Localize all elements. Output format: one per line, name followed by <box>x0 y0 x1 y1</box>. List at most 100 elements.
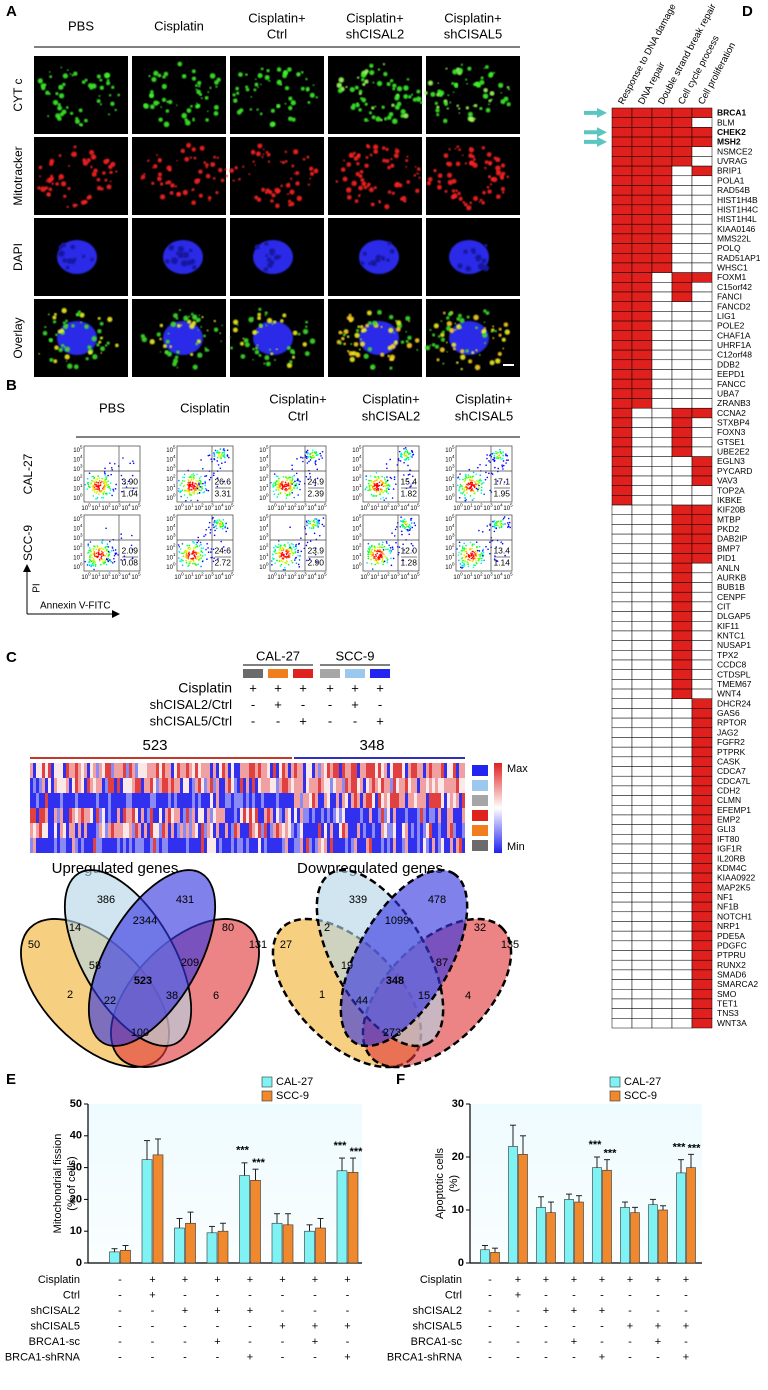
heatmap-cell <box>162 763 165 778</box>
organelle <box>377 309 382 315</box>
venn-title: Upregulated genes <box>52 860 179 877</box>
organelle <box>396 101 402 107</box>
heatmap-cell <box>276 823 279 838</box>
heatmap-cell <box>75 808 78 823</box>
tick-label: 101 <box>463 503 473 512</box>
heatmap-cell <box>201 808 204 823</box>
organelle <box>405 165 408 168</box>
organelle <box>197 352 203 358</box>
heatmap-cell <box>99 763 102 778</box>
organelle <box>143 103 148 108</box>
heatmap-cell <box>102 778 105 793</box>
heatmap-cell <box>231 778 234 793</box>
event-dot <box>131 534 133 537</box>
tick-label: 102 <box>380 503 390 512</box>
tick-exponent: 3 <box>118 572 121 577</box>
organelle <box>447 312 452 317</box>
tick-exponent: 4 <box>128 572 131 577</box>
tick-label: 105 <box>166 514 176 523</box>
membership-cell <box>691 872 713 883</box>
event-dot <box>472 566 475 569</box>
membership-cell <box>631 165 653 177</box>
event-dot <box>178 551 181 554</box>
event-dot <box>472 555 475 558</box>
bar <box>141 1159 153 1264</box>
tick-label: 105 <box>445 445 455 454</box>
event-dot <box>367 547 370 550</box>
event-dot <box>93 568 95 571</box>
organelle <box>106 341 110 345</box>
event-dot <box>387 487 389 489</box>
event-dot <box>314 547 317 549</box>
membership-cell <box>651 466 673 477</box>
organelle <box>447 325 450 328</box>
event-dot <box>503 516 506 518</box>
tick-exponent: 4 <box>266 454 269 459</box>
organelle <box>359 324 364 329</box>
organelle <box>442 311 446 315</box>
organelle <box>47 313 50 316</box>
event-dot <box>312 454 314 457</box>
tick-label: 100 <box>81 503 91 512</box>
membership-cell <box>671 553 693 564</box>
chromatin <box>387 241 392 246</box>
heatmap-cell <box>306 808 309 823</box>
membership-cell <box>631 320 653 331</box>
event-dot <box>395 541 397 544</box>
organelle <box>165 181 169 185</box>
membership-cell <box>671 766 693 777</box>
membership-cell <box>691 572 713 583</box>
event-dot <box>84 483 86 486</box>
membership-cell <box>611 378 633 390</box>
membership-cell <box>671 407 693 419</box>
tick-exponent: 1 <box>191 503 194 508</box>
event-dot <box>180 560 182 563</box>
event-dot <box>305 533 308 535</box>
tick-base: 10 <box>473 506 480 512</box>
membership-cell <box>651 727 673 738</box>
heatmap-cell <box>288 808 291 823</box>
membership-cell <box>631 388 653 399</box>
event-dot <box>185 559 187 562</box>
heatmap-cell <box>405 808 408 823</box>
event-dot <box>285 553 288 556</box>
heatmap-cell <box>384 778 387 793</box>
heatmap-cell <box>201 793 204 808</box>
tick-exponent: 2 <box>173 473 176 478</box>
organelle <box>264 75 270 81</box>
organelle <box>85 357 89 361</box>
membership-cell <box>631 553 653 564</box>
membership-cell <box>631 378 653 390</box>
event-dot <box>282 475 285 478</box>
event-dot <box>386 467 388 470</box>
membership-cell <box>651 223 673 235</box>
organelle <box>485 107 491 113</box>
heatmap-cell <box>321 763 324 778</box>
gene-name: C12orf48 <box>717 350 752 360</box>
heatmap-cell <box>129 793 132 808</box>
heatmap-cell <box>270 763 273 778</box>
event-dot <box>284 476 287 478</box>
tick-base: 10 <box>352 467 359 473</box>
condition-sign: - <box>281 1289 285 1301</box>
event-dot <box>463 490 465 493</box>
organelle <box>58 174 64 180</box>
membership-cell <box>651 272 673 283</box>
event-dot <box>279 547 282 550</box>
event-dot <box>404 521 407 524</box>
event-dot <box>114 552 117 555</box>
tick-base: 10 <box>352 555 359 561</box>
event-dot <box>102 548 105 551</box>
membership-cell <box>671 921 693 932</box>
sample-marker <box>472 780 488 791</box>
organelle <box>486 185 490 189</box>
heatmap-cell <box>291 838 294 853</box>
sample-marker <box>472 810 488 821</box>
organelle <box>186 108 192 113</box>
event-dot <box>223 451 225 454</box>
event-dot <box>93 555 96 557</box>
heatmap-cell <box>90 823 93 838</box>
heatmap-cell <box>105 793 108 808</box>
tick-label: 101 <box>259 483 269 492</box>
heatmap-cell <box>162 808 165 823</box>
